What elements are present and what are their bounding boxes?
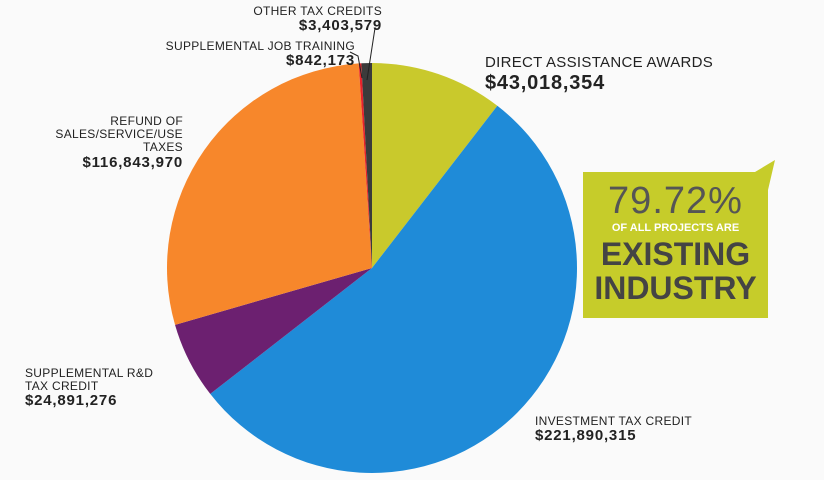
value-label: $221,890,315	[535, 427, 637, 445]
pie-slice	[358, 63, 372, 269]
pie-slice	[361, 63, 372, 268]
category-label: DIRECT ASSISTANCE AWARDS	[485, 54, 714, 71]
category-label: REFUND OF SALES/SERVICE/USE TAXES	[55, 114, 183, 155]
slice-label: REFUND OF SALES/SERVICE/USE TAXES $116,84…	[15, 114, 183, 171]
pie-slice	[175, 268, 372, 394]
value-label: $43,018,354	[485, 71, 606, 94]
value-label: $116,843,970	[82, 153, 183, 171]
leader-line	[349, 51, 363, 79]
callout-text: OF ALL PROJECTS ARE	[611, 222, 740, 234]
pie-slice	[167, 63, 372, 325]
slice-label: SUPPLEMENTAL R&D TAX CREDIT $24,891,276	[25, 366, 165, 410]
category-label: SUPPLEMENTAL R&D TAX CREDIT	[25, 366, 154, 394]
slice-label: INVESTMENT TAX CREDIT $221,890,315	[535, 414, 785, 445]
callout-text: EXISTING	[600, 236, 751, 272]
callout-percent: 79.72%	[608, 180, 743, 222]
callout-text: INDUSTRY	[594, 270, 757, 306]
slice-label: SUPPLEMENTAL JOB TRAINING $842,173	[75, 39, 355, 70]
pie-slice	[372, 63, 498, 268]
value-label: $24,891,276	[25, 392, 118, 410]
category-label: INVESTMENT TAX CREDIT	[535, 414, 692, 428]
category-label: OTHER TAX CREDITS	[253, 4, 382, 18]
slice-label: DIRECT ASSISTANCE AWARDS $43,018,354	[485, 54, 714, 94]
callout-box	[583, 160, 775, 318]
pie-slice	[210, 105, 578, 474]
category-label: SUPPLEMENTAL JOB TRAINING	[165, 39, 355, 53]
leader-line	[366, 27, 376, 81]
value-label: $842,173	[286, 52, 355, 70]
value-label: $3,403,579	[298, 17, 382, 35]
slice-label: OTHER TAX CREDITS $3,403,579	[150, 4, 382, 35]
